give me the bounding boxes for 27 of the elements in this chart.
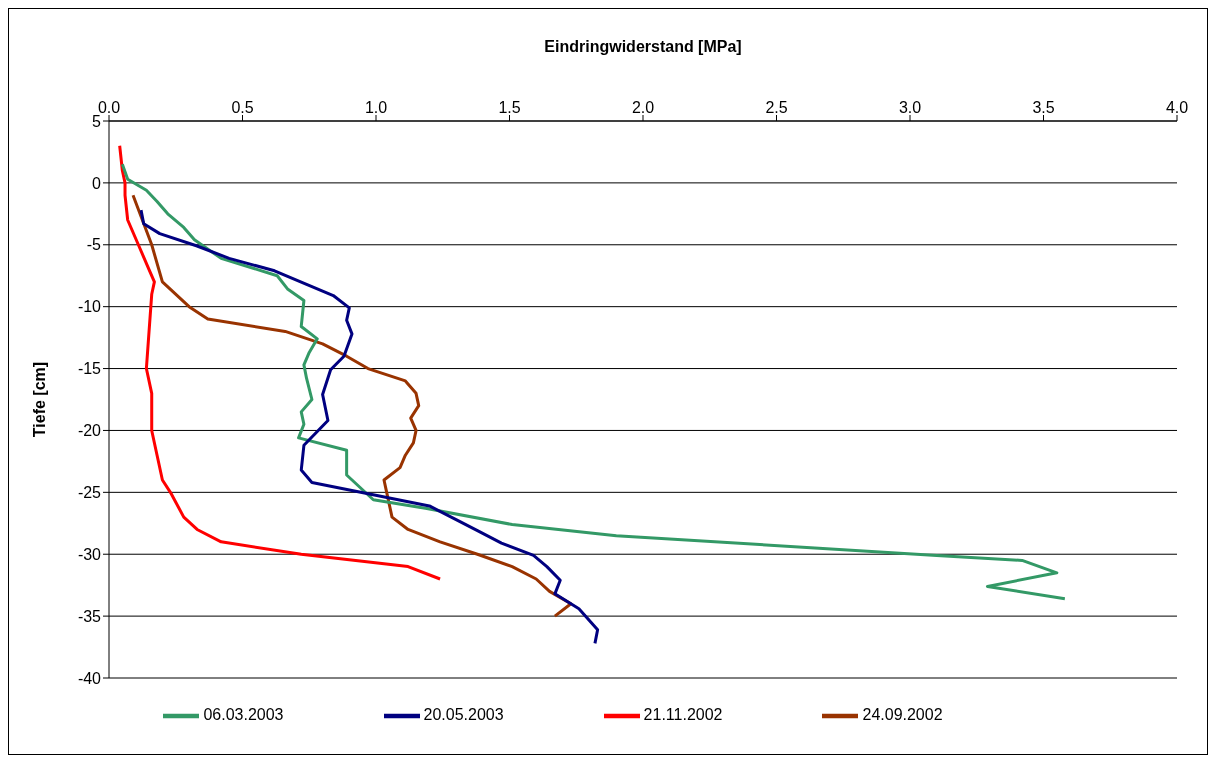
legend-label: 24.09.2002 [862, 706, 943, 724]
legend-label: 21.11.2002 [643, 706, 723, 724]
legend-label: 06.03.2003 [203, 706, 284, 724]
line-series [118, 144, 442, 581]
y-tick-label: -5 [86, 236, 102, 254]
y-tick-label: -35 [77, 607, 102, 625]
y-tick-label: -25 [77, 484, 102, 502]
x-tick-label: 4.0 [1165, 99, 1189, 116]
x-tick-label: 1.0 [364, 99, 388, 116]
x-tick-label: 1.5 [498, 99, 521, 116]
line-series [139, 208, 600, 645]
x-tick-label: 0.5 [231, 99, 254, 116]
y-tick-label: -15 [77, 360, 102, 378]
y-axis-title: Tiefe [cm] [30, 361, 48, 438]
y-tick-label: -20 [77, 422, 102, 440]
y-tick-label: 0 [92, 174, 102, 192]
x-tick-label: 3.0 [898, 99, 922, 116]
line-series [131, 193, 573, 618]
legend-label: 20.05.2003 [423, 706, 504, 724]
x-tick-label: 3.5 [1032, 99, 1055, 116]
line-series [120, 162, 1067, 601]
x-tick-label: 2.5 [765, 99, 788, 116]
y-tick-label: -10 [77, 298, 102, 316]
x-axis-title: Eindringwiderstand [MPa] [544, 38, 742, 56]
y-tick-label: -40 [77, 669, 102, 687]
y-tick-label: -30 [77, 545, 102, 563]
x-tick-label: 2.0 [631, 99, 655, 116]
